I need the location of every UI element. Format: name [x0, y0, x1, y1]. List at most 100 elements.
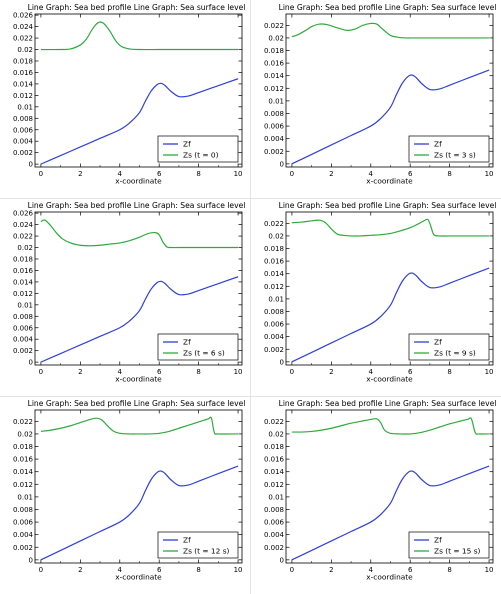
- y-tick-label: 0.026: [13, 210, 34, 218]
- x-axis-label: x-coordinate: [366, 375, 413, 384]
- x-tick-label: 10: [234, 566, 243, 574]
- x-tick-label: 0: [290, 368, 294, 376]
- y-tick-label: 0.002: [264, 544, 284, 552]
- y-tick-label: 0.02: [17, 430, 33, 438]
- x-tick-label: 6: [408, 566, 413, 574]
- x-tick-label: 0: [290, 566, 294, 574]
- y-tick-label: 0.01: [268, 493, 284, 501]
- plot-frame: [285, 211, 494, 366]
- chart-panel: Line Graph: Sea bed profile Line Graph: …: [0, 396, 250, 594]
- legend-entry: Zs (t = 12 s): [183, 547, 230, 556]
- y-tick-label: 0.02: [268, 430, 284, 438]
- y-tick-label: 0.012: [264, 481, 284, 489]
- y-tick-label: 0.014: [13, 278, 34, 286]
- y-tick-label: 0.008: [13, 313, 33, 321]
- chart-panel: Line Graph: Sea bed profile Line Graph: …: [251, 198, 501, 396]
- legend-entry: Zf: [183, 140, 191, 149]
- x-tick-label: 0: [290, 170, 294, 178]
- y-tick-label: 0.022: [13, 233, 33, 241]
- y-tick-label: 0.018: [13, 443, 33, 451]
- y-tick-label: 0.012: [13, 481, 33, 489]
- x-tick-label: 4: [118, 566, 123, 574]
- chart-svg: Line Graph: Sea bed profile Line Graph: …: [13, 201, 246, 384]
- x-tick-label: 6: [408, 368, 413, 376]
- y-tick-label: 0.012: [13, 92, 33, 100]
- y-tick-label: 0.002: [13, 149, 33, 157]
- y-tick-label: 0: [29, 359, 33, 367]
- series-line-zs: [291, 417, 490, 435]
- y-tick-label: 0.002: [13, 347, 33, 355]
- y-tick-label: 0.022: [264, 22, 284, 30]
- chart-svg: Line Graph: Sea bed profile Line Graph: …: [264, 201, 497, 384]
- x-tick-label: 2: [78, 566, 82, 574]
- x-axis-label: x-coordinate: [115, 177, 162, 186]
- y-tick-label: 0.024: [13, 23, 34, 31]
- panel-divider-vertical: [250, 0, 251, 594]
- chart-title: Line Graph: Sea bed profile Line Graph: …: [28, 399, 246, 408]
- x-tick-label: 10: [485, 566, 494, 574]
- y-tick-label: 0.014: [264, 72, 285, 80]
- chart-svg: Line Graph: Sea bed profile Line Graph: …: [264, 399, 496, 582]
- series-line-zs: [40, 21, 239, 51]
- series-line-zf: [40, 465, 239, 561]
- y-tick-label: 0.008: [264, 506, 284, 514]
- y-tick-label: 0.002: [264, 346, 284, 354]
- chart-panel: Line Graph: Sea bed profile Line Graph: …: [251, 396, 501, 594]
- y-tick-label: 0.008: [13, 115, 33, 123]
- series-line-zf: [40, 276, 239, 363]
- x-tick-label: 10: [485, 170, 494, 178]
- legend-entry: Zf: [434, 536, 442, 545]
- legend-box: [408, 135, 490, 163]
- x-tick-label: 4: [369, 368, 374, 376]
- chart-panel: Line Graph: Sea bed profile Line Graph: …: [0, 198, 250, 396]
- x-axis-label: x-coordinate: [115, 573, 162, 582]
- y-tick-label: 0.004: [264, 333, 285, 341]
- y-tick-label: 0.014: [264, 270, 285, 278]
- y-tick-label: 0.026: [13, 12, 34, 20]
- y-tick-label: 0: [29, 556, 33, 564]
- chart-panel: Line Graph: Sea bed profile Line Graph: …: [251, 0, 501, 198]
- series-line-zf: [291, 465, 490, 561]
- chart-title: Line Graph: Sea bed profile Line Graph: …: [28, 3, 246, 12]
- x-tick-label: 8: [196, 566, 200, 574]
- series-line-zf: [291, 267, 490, 363]
- y-tick-label: 0.014: [264, 468, 285, 476]
- y-tick-label: 0.01: [17, 493, 33, 501]
- y-tick-label: 0.006: [13, 126, 34, 134]
- series-line-zs: [40, 219, 239, 249]
- y-tick-label: 0: [280, 160, 284, 168]
- x-tick-label: 6: [408, 170, 413, 178]
- legend-entry: Zf: [183, 536, 191, 545]
- legend-box: [157, 135, 239, 163]
- y-tick-label: 0.02: [17, 46, 33, 54]
- y-tick-label: 0.012: [264, 85, 284, 93]
- y-tick-label: 0.01: [17, 103, 33, 111]
- legend-entry: Zs (t = 3 s): [434, 151, 476, 160]
- x-tick-label: 2: [329, 368, 333, 376]
- series-line-zs: [40, 416, 239, 435]
- y-tick-label: 0.006: [264, 123, 285, 131]
- y-tick-label: 0.02: [268, 34, 284, 42]
- series-line-zf: [40, 78, 239, 165]
- legend-entry: Zf: [434, 338, 442, 347]
- y-tick-label: 0.016: [264, 258, 285, 266]
- x-tick-label: 8: [447, 368, 451, 376]
- y-tick-label: 0.016: [264, 60, 285, 68]
- x-tick-label: 10: [234, 170, 243, 178]
- x-tick-label: 2: [329, 170, 333, 178]
- x-tick-label: 2: [78, 368, 82, 376]
- series-line-zs: [291, 22, 490, 39]
- y-tick-label: 0.006: [264, 321, 285, 329]
- chart-title: Line Graph: Sea bed profile Line Graph: …: [28, 201, 246, 210]
- legend-entry: Zf: [434, 140, 442, 149]
- y-tick-label: 0.002: [13, 544, 33, 552]
- plot-frame: [34, 13, 243, 168]
- y-tick-label: 0.02: [17, 244, 33, 252]
- y-tick-label: 0.022: [13, 35, 33, 43]
- chart-title: Line Graph: Sea bed profile Line Graph: …: [279, 3, 497, 12]
- x-tick-label: 6: [157, 170, 162, 178]
- x-tick-label: 6: [157, 368, 162, 376]
- y-tick-label: 0.004: [264, 531, 285, 539]
- y-tick-label: 0.01: [268, 295, 284, 303]
- chart-title: Line Graph: Sea bed profile Line Graph: …: [279, 201, 497, 210]
